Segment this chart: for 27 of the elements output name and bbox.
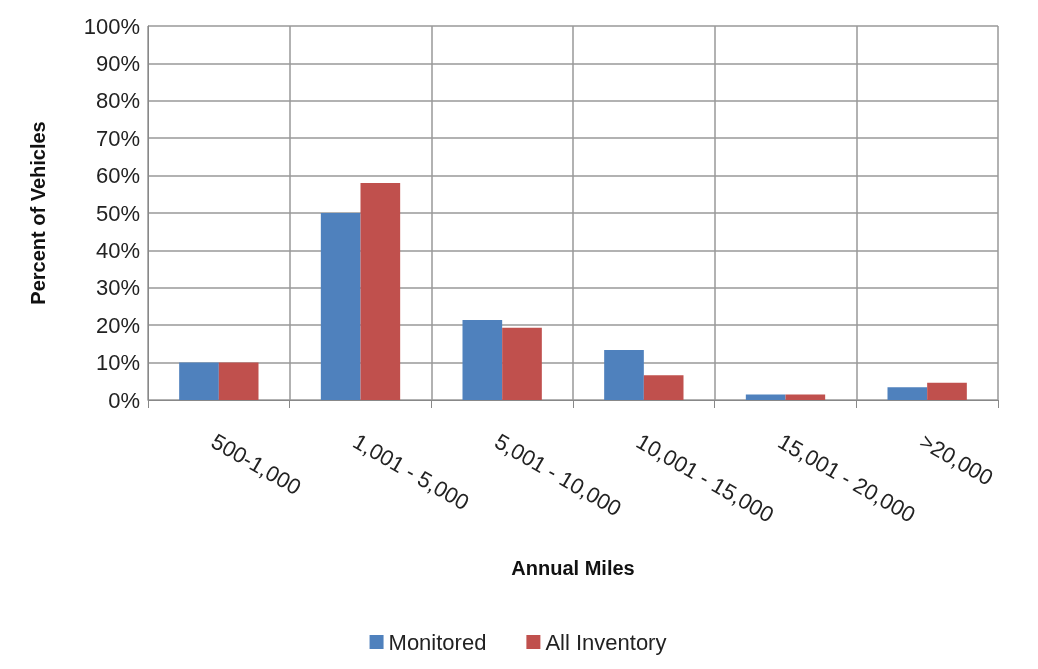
bar xyxy=(218,362,259,400)
y-tick-label: 70% xyxy=(95,125,140,151)
bar xyxy=(320,213,361,400)
legend-label: All Inventory xyxy=(545,629,667,655)
bar xyxy=(502,327,542,400)
bar xyxy=(785,394,826,400)
y-tick-label: 100% xyxy=(83,13,140,39)
bar xyxy=(462,319,503,400)
y-tick-label: 10% xyxy=(95,350,140,376)
y-tick-label: 20% xyxy=(95,312,140,338)
y-tick-label: 0% xyxy=(108,387,140,413)
bar xyxy=(745,394,786,400)
y-tick-label: 30% xyxy=(95,275,140,301)
y-tick-label: 40% xyxy=(95,237,140,263)
bar xyxy=(887,387,928,400)
bar xyxy=(643,375,684,400)
y-axis-title: Percent of Vehicles xyxy=(27,121,49,305)
legend-label: Monitored xyxy=(388,629,487,655)
x-axis-title: Annual Miles xyxy=(511,557,635,579)
y-tick-label: 60% xyxy=(95,163,140,189)
bar xyxy=(179,362,219,400)
bar xyxy=(604,349,644,400)
y-tick-label: 90% xyxy=(95,50,140,76)
y-tick-label: 50% xyxy=(95,200,140,226)
bar xyxy=(360,183,401,400)
bar xyxy=(927,382,967,400)
y-tick-label: 80% xyxy=(95,88,140,114)
